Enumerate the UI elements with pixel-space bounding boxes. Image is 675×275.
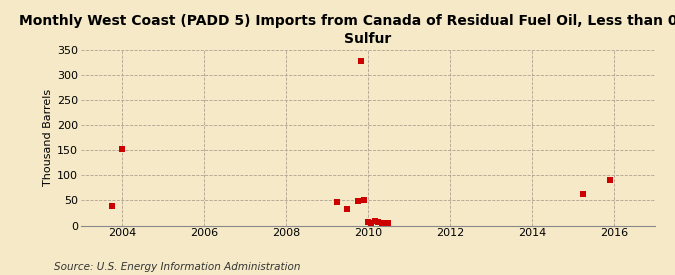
Point	[578, 192, 589, 197]
Point	[342, 207, 353, 211]
Text: Source: U.S. Energy Information Administration: Source: U.S. Energy Information Administ…	[54, 262, 300, 272]
Point	[369, 219, 380, 224]
Point	[373, 220, 383, 224]
Point	[356, 58, 367, 63]
Point	[359, 198, 370, 203]
Point	[605, 178, 616, 182]
Point	[331, 200, 342, 205]
Point	[362, 220, 373, 225]
Point	[352, 199, 363, 204]
Point	[107, 204, 117, 209]
Y-axis label: Thousand Barrels: Thousand Barrels	[43, 89, 53, 186]
Point	[376, 221, 387, 225]
Point	[383, 221, 394, 226]
Point	[117, 147, 128, 151]
Point	[366, 221, 377, 225]
Title: Monthly West Coast (PADD 5) Imports from Canada of Residual Fuel Oil, Less than : Monthly West Coast (PADD 5) Imports from…	[20, 14, 675, 46]
